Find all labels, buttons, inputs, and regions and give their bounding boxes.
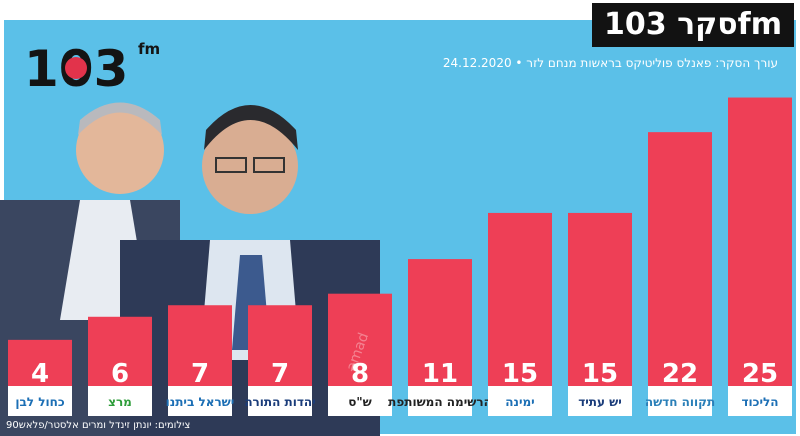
logo-sup: fm xyxy=(138,40,160,58)
bar-value-label-0: 4 xyxy=(31,359,49,389)
bar-value-label-9: 25 xyxy=(742,359,778,389)
party-logo-box-1 xyxy=(88,386,152,416)
party-logo-box-9 xyxy=(728,386,792,416)
party-label-3: יהדות התורה xyxy=(244,395,315,409)
bar-value-label-2: 7 xyxy=(191,359,209,389)
bar-value-label-7: 15 xyxy=(582,359,618,389)
party-logo-box-5 xyxy=(408,386,472,416)
party-label-9: הליכוד xyxy=(741,395,778,409)
bar-value-label-4: 8 xyxy=(351,359,369,389)
party-logo-box-3 xyxy=(248,386,312,416)
bar-value-label-6: 15 xyxy=(502,359,538,389)
bar-0 xyxy=(8,339,72,386)
party-logo-box-8 xyxy=(648,386,712,416)
bar-1 xyxy=(88,316,152,386)
party-logo-box-4 xyxy=(328,386,392,416)
bar-2 xyxy=(168,305,232,386)
103fm-logo: 103 fm xyxy=(24,40,160,96)
party-logo-box-6 xyxy=(488,386,552,416)
party-label-2: ישראל ביתנו xyxy=(166,395,235,409)
bar-8 xyxy=(648,132,712,386)
party-label-1: מרצ xyxy=(108,395,132,409)
party-logo-box-0 xyxy=(8,386,72,416)
party-label-4: ש"ס xyxy=(348,395,372,409)
party-label-8: תקווה חדשה xyxy=(645,395,715,409)
bar-value-label-5: 11 xyxy=(422,359,458,389)
bar-3 xyxy=(248,305,312,386)
party-label-5: הרשימה המשותפת xyxy=(388,395,492,409)
party-logo-box-7 xyxy=(568,386,632,416)
poll-subtitle: 24.12.2020 • עורך הסקר: פאנלס פוליטיקס ב… xyxy=(442,56,778,70)
bar-7 xyxy=(568,212,632,386)
bar-value-label-1: 6 xyxy=(111,359,129,389)
bar-5 xyxy=(408,259,472,386)
party-logo-box-2 xyxy=(168,386,232,416)
party-label-6: ימינה xyxy=(505,395,534,409)
photo-credit: צילומים: יונתן זינדל ומרים אלסטר/פלאש90 xyxy=(6,420,191,431)
bar-4 xyxy=(328,293,392,386)
bar-value-label-8: 22 xyxy=(662,359,698,389)
party-label-0: כחול לבן xyxy=(15,395,64,409)
bar-6 xyxy=(488,212,552,386)
bar-value-label-3: 7 xyxy=(271,359,289,389)
bar-9 xyxy=(728,97,792,387)
party-label-7: יש עתיד xyxy=(578,395,622,409)
poll-badge: סקר 103fm xyxy=(592,3,794,47)
